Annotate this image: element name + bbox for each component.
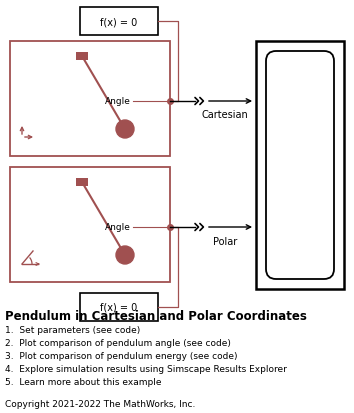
Bar bbox=[76, 53, 88, 61]
FancyBboxPatch shape bbox=[10, 168, 170, 282]
Text: 1.  Set parameters (see code): 1. Set parameters (see code) bbox=[5, 325, 140, 334]
Text: Copyright 2021-2022 The MathWorks, Inc.: Copyright 2021-2022 The MathWorks, Inc. bbox=[5, 399, 195, 408]
Text: 4.  Explore simulation results using Simscape Results Explorer: 4. Explore simulation results using Sims… bbox=[5, 364, 287, 373]
Text: Angle: Angle bbox=[105, 97, 131, 106]
Text: f(x) = 0: f(x) = 0 bbox=[101, 17, 138, 27]
Text: 3.  Plot comparison of pendulum energy (see code): 3. Plot comparison of pendulum energy (s… bbox=[5, 351, 238, 360]
Text: Polar: Polar bbox=[213, 236, 237, 247]
Text: Pendulum in Cartesian and Polar Coordinates: Pendulum in Cartesian and Polar Coordina… bbox=[5, 309, 307, 322]
FancyBboxPatch shape bbox=[10, 42, 170, 157]
Bar bbox=[76, 178, 88, 187]
Text: 5.  Learn more about this example: 5. Learn more about this example bbox=[5, 377, 161, 386]
Text: f(x) = 0: f(x) = 0 bbox=[101, 302, 138, 312]
Text: Angle: Angle bbox=[105, 223, 131, 232]
Text: 2.  Plot comparison of pendulum angle (see code): 2. Plot comparison of pendulum angle (se… bbox=[5, 338, 231, 347]
FancyBboxPatch shape bbox=[256, 42, 344, 289]
Circle shape bbox=[116, 247, 134, 264]
FancyBboxPatch shape bbox=[80, 8, 158, 36]
Circle shape bbox=[116, 121, 134, 139]
FancyBboxPatch shape bbox=[80, 293, 158, 321]
Text: Cartesian: Cartesian bbox=[202, 110, 249, 120]
FancyBboxPatch shape bbox=[266, 52, 334, 279]
